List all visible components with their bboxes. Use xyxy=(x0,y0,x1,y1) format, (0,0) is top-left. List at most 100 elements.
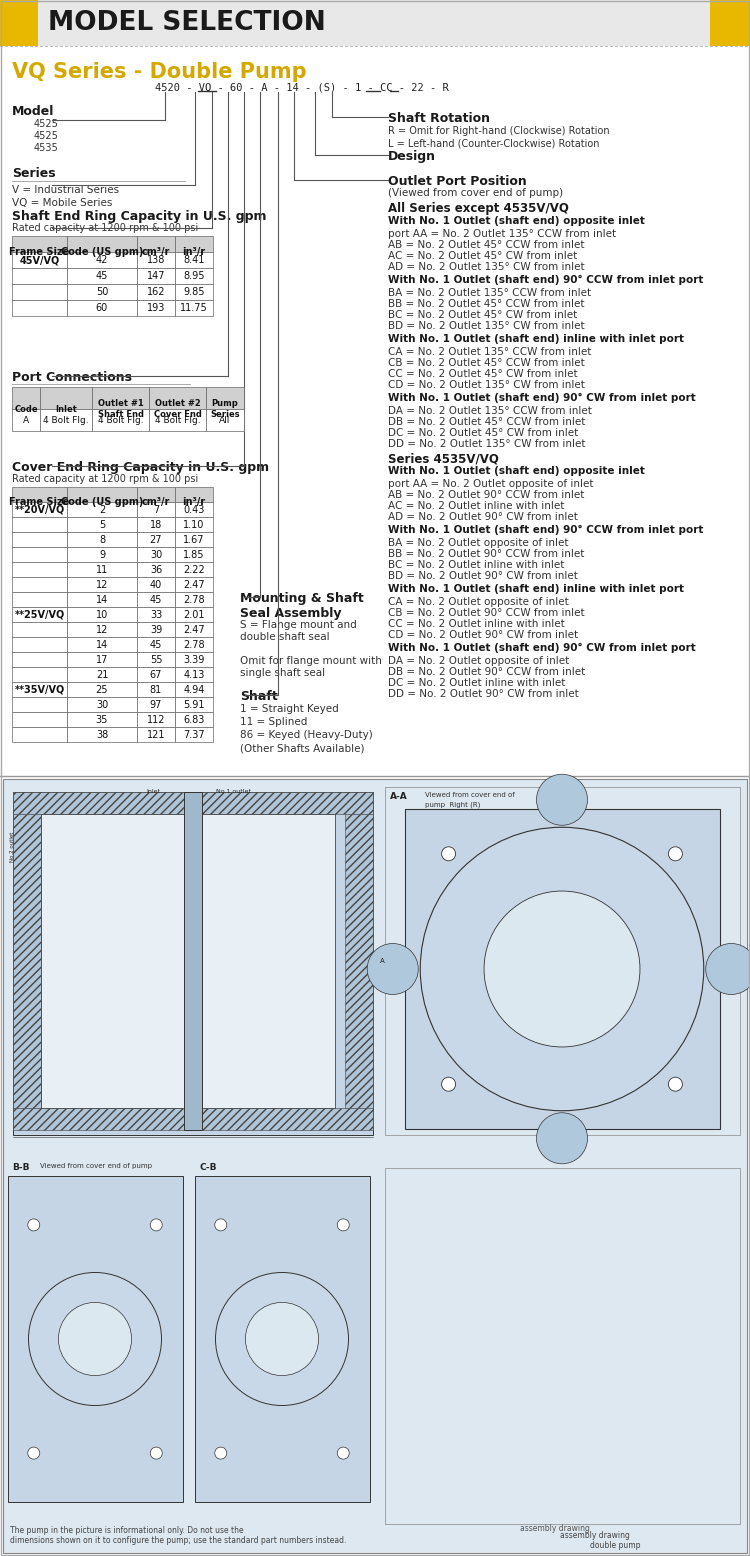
Text: (Viewed from cover end of pump): (Viewed from cover end of pump) xyxy=(388,188,563,198)
Text: port AA = No. 2 Outlet 135° CCW from inlet: port AA = No. 2 Outlet 135° CCW from inl… xyxy=(388,229,616,240)
Bar xyxy=(13,814,41,1108)
Text: Viewed from cover end of pump: Viewed from cover end of pump xyxy=(40,1162,152,1169)
Text: 3.39: 3.39 xyxy=(183,655,205,664)
Text: 12: 12 xyxy=(96,624,108,635)
Text: With No. 1 Outlet (shaft end) opposite inlet: With No. 1 Outlet (shaft end) opposite i… xyxy=(388,216,645,226)
Bar xyxy=(12,252,67,268)
Text: 8: 8 xyxy=(99,535,105,545)
Bar xyxy=(12,682,67,697)
Bar xyxy=(175,268,213,285)
Text: 138: 138 xyxy=(147,255,165,265)
Text: S = Flange mount and: S = Flange mount and xyxy=(240,619,357,630)
Circle shape xyxy=(536,775,587,825)
Bar xyxy=(137,487,175,503)
Text: CC = No. 2 Outlet inline with inlet: CC = No. 2 Outlet inline with inlet xyxy=(388,619,565,629)
Bar xyxy=(12,607,67,622)
Bar xyxy=(67,727,137,742)
Bar xyxy=(12,268,67,285)
Text: 1.85: 1.85 xyxy=(183,549,205,560)
Text: No.1 outlet: No.1 outlet xyxy=(215,789,250,794)
Text: Rated capacity at 1200 rpm & 100 psi: Rated capacity at 1200 rpm & 100 psi xyxy=(12,223,198,233)
Text: 50: 50 xyxy=(96,286,108,297)
Bar xyxy=(92,387,149,409)
Text: Series: Series xyxy=(12,166,56,180)
Text: 9.85: 9.85 xyxy=(183,286,205,297)
Bar xyxy=(149,409,206,431)
Bar xyxy=(67,252,137,268)
Text: 2.01: 2.01 xyxy=(183,610,205,619)
Text: 121: 121 xyxy=(147,730,165,739)
Bar xyxy=(175,562,213,577)
Text: 10: 10 xyxy=(96,610,108,619)
Text: Viewed from cover end of: Viewed from cover end of xyxy=(425,792,514,798)
Text: AB = No. 2 Outlet 90° CCW from inlet: AB = No. 2 Outlet 90° CCW from inlet xyxy=(388,490,584,499)
Text: single shaft seal: single shaft seal xyxy=(240,668,326,678)
Text: double shaft seal: double shaft seal xyxy=(240,632,330,643)
Bar xyxy=(137,622,175,636)
Bar xyxy=(12,409,40,431)
Text: Rated capacity at 1200 rpm & 100 psi: Rated capacity at 1200 rpm & 100 psi xyxy=(12,475,198,484)
Bar xyxy=(137,727,175,742)
Bar xyxy=(12,652,67,668)
Text: DD = No. 2 Outlet 90° CW from inlet: DD = No. 2 Outlet 90° CW from inlet xyxy=(388,689,579,699)
Text: DC = No. 2 Outlet inline with inlet: DC = No. 2 Outlet inline with inlet xyxy=(388,678,566,688)
Text: 39: 39 xyxy=(150,624,162,635)
Bar xyxy=(137,532,175,548)
Text: CB = No. 2 Outlet 90° CCW from inlet: CB = No. 2 Outlet 90° CCW from inlet xyxy=(388,608,585,618)
Bar xyxy=(175,697,213,713)
Bar xyxy=(175,622,213,636)
Text: 12: 12 xyxy=(96,579,108,590)
Text: 45V/VQ: 45V/VQ xyxy=(20,255,60,265)
Text: Outlet #2
Cover End: Outlet #2 Cover End xyxy=(154,400,202,419)
Bar xyxy=(67,607,137,622)
Bar xyxy=(12,697,67,713)
Text: 4520 - VQ - 60 - A - 14 - (S) - 1 - CC - 22 - R: 4520 - VQ - 60 - A - 14 - (S) - 1 - CC -… xyxy=(155,82,448,92)
Bar xyxy=(137,591,175,607)
Bar xyxy=(175,532,213,548)
Circle shape xyxy=(706,943,750,994)
Bar xyxy=(12,668,67,682)
Circle shape xyxy=(442,1077,455,1091)
Bar xyxy=(67,503,137,517)
Circle shape xyxy=(668,846,682,860)
Text: MODEL SELECTION: MODEL SELECTION xyxy=(48,9,326,36)
Text: 147: 147 xyxy=(147,271,165,282)
Text: 14: 14 xyxy=(96,640,108,649)
Text: Frame Size: Frame Size xyxy=(9,247,70,257)
Text: 4 Bolt Flg.: 4 Bolt Flg. xyxy=(154,415,200,425)
Bar xyxy=(12,237,67,252)
Circle shape xyxy=(368,943,419,994)
Bar xyxy=(175,285,213,300)
Text: 6.83: 6.83 xyxy=(183,714,205,725)
Bar xyxy=(175,487,213,503)
Circle shape xyxy=(484,892,640,1047)
Bar xyxy=(137,652,175,668)
Circle shape xyxy=(215,1273,349,1405)
Text: 4 Bolt Flg.: 4 Bolt Flg. xyxy=(98,415,143,425)
Bar xyxy=(67,713,137,727)
Text: 5.91: 5.91 xyxy=(183,700,205,710)
Bar xyxy=(40,387,92,409)
Text: 4535: 4535 xyxy=(34,143,58,152)
Text: With No. 1 Outlet (shaft end) inline with inlet port: With No. 1 Outlet (shaft end) inline wit… xyxy=(388,584,684,594)
Text: 4.13: 4.13 xyxy=(183,669,205,680)
Text: 25: 25 xyxy=(96,685,108,694)
Text: 1 = Straight Keyed: 1 = Straight Keyed xyxy=(240,703,339,714)
Text: port AA = No. 2 Outlet opposite of inlet: port AA = No. 2 Outlet opposite of inlet xyxy=(388,479,593,489)
Bar xyxy=(12,577,67,591)
Text: 86 = Keyed (Heavy-Duty): 86 = Keyed (Heavy-Duty) xyxy=(240,730,373,741)
Bar xyxy=(137,682,175,697)
Text: CA = No. 2 Outlet opposite of inlet: CA = No. 2 Outlet opposite of inlet xyxy=(388,598,568,607)
Text: 60: 60 xyxy=(96,303,108,313)
Bar xyxy=(67,682,137,697)
Text: With No. 1 Outlet (shaft end) 90° CW from inlet port: With No. 1 Outlet (shaft end) 90° CW fro… xyxy=(388,643,696,654)
Bar xyxy=(137,268,175,285)
Text: Code: Code xyxy=(14,405,38,414)
Bar xyxy=(206,409,244,431)
Text: B-B: B-B xyxy=(12,1162,29,1172)
Circle shape xyxy=(668,1077,682,1091)
Text: 11.75: 11.75 xyxy=(180,303,208,313)
Text: AB = No. 2 Outlet 45° CCW from inlet: AB = No. 2 Outlet 45° CCW from inlet xyxy=(388,240,584,251)
Text: A: A xyxy=(380,958,385,965)
Circle shape xyxy=(245,1302,319,1376)
